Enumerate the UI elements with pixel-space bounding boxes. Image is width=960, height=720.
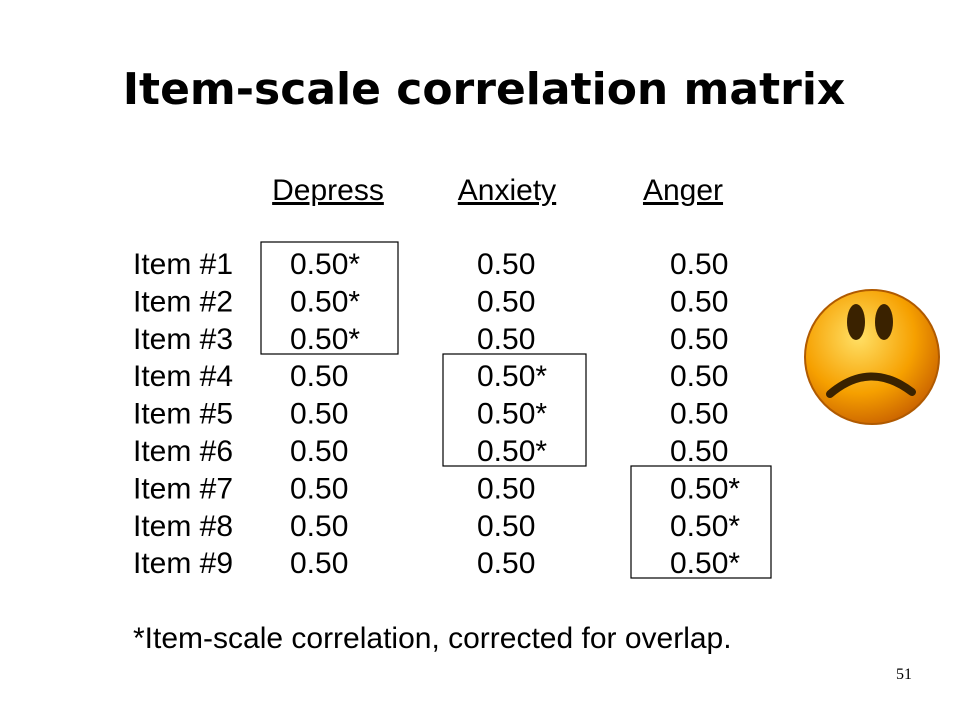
row-label: Item #3	[133, 323, 233, 356]
cell: 0.50	[290, 547, 348, 580]
cell: 0.50	[290, 398, 348, 431]
cell: 0.50*	[477, 435, 547, 468]
column-header: Anger	[643, 174, 723, 207]
title: Item-scale correlation matrix	[123, 64, 846, 115]
cell: 0.50*	[670, 547, 740, 580]
cell: 0.50	[670, 323, 728, 356]
face	[804, 289, 940, 425]
cell: 0.50	[477, 248, 535, 281]
eye	[875, 304, 893, 340]
box	[630, 465, 772, 579]
cell: 0.50*	[670, 472, 740, 505]
cell: 0.50	[290, 360, 348, 393]
cell: 0.50	[290, 510, 348, 543]
row-label: Item #7	[133, 472, 233, 505]
cell: 0.50	[477, 323, 535, 356]
cell: 0.50	[670, 435, 728, 468]
cell: 0.50*	[290, 323, 360, 356]
row-label: Item #2	[133, 285, 233, 318]
row-label: Item #9	[133, 547, 233, 580]
cell: 0.50*	[477, 398, 547, 431]
row-label: Item #6	[133, 435, 233, 468]
cell: 0.50	[670, 248, 728, 281]
row-label: Item #4	[133, 360, 233, 393]
sad-face	[804, 289, 940, 425]
eye	[847, 304, 865, 340]
column-header: Anxiety	[458, 174, 556, 207]
cell: 0.50	[477, 472, 535, 505]
column-header: Depress	[272, 174, 384, 207]
table: Depress Anxiety Anger Item #1 0.50* 0.50 0.50 I…	[133, 174, 740, 580]
cell: 0.50	[670, 285, 728, 318]
row-label: Item #8	[133, 510, 233, 543]
row-label: Item #5	[133, 398, 233, 431]
box	[260, 241, 399, 355]
box	[442, 353, 587, 467]
cell: 0.50	[477, 285, 535, 318]
cell: 0.50*	[290, 248, 360, 281]
cell: 0.50*	[670, 510, 740, 543]
row-label: Item #1	[133, 248, 233, 281]
cell: 0.50	[290, 472, 348, 505]
cell: 0.50*	[290, 285, 360, 318]
cell: 0.50	[670, 360, 728, 393]
cell: 0.50	[290, 435, 348, 468]
cell: 0.50*	[477, 360, 547, 393]
cell: 0.50	[477, 547, 535, 580]
page-number: 51	[896, 666, 912, 683]
highlight-boxes	[260, 241, 772, 579]
footnote: *Item-scale correlation, corrected for o…	[133, 622, 732, 655]
frown	[826, 372, 916, 398]
cell: 0.50	[670, 398, 728, 431]
cell: 0.50	[477, 510, 535, 543]
